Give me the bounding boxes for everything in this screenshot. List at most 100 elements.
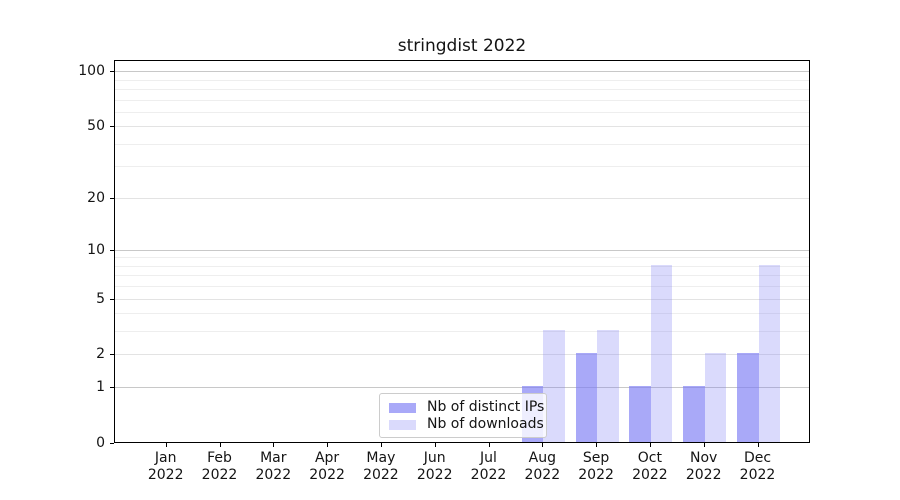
y-tick-label-2: 2 xyxy=(96,346,105,363)
minor-gridline-80 xyxy=(115,88,809,90)
x-tick-apr xyxy=(327,443,329,447)
legend-swatch-downloads xyxy=(389,419,416,430)
x-tick-dec xyxy=(757,443,759,447)
y-tick-label-100: 100 xyxy=(78,63,105,80)
year-label: 2022 xyxy=(578,467,614,483)
x-tick-label-feb: Feb 2022 xyxy=(188,450,252,484)
mid-gridline-2 xyxy=(115,354,809,356)
legend: Nb of distinct IPs Nb of downloads xyxy=(379,393,547,438)
bar-downloads-dec xyxy=(758,264,780,442)
major-gridline-1 xyxy=(115,387,809,389)
x-tick-may xyxy=(380,443,382,447)
bar-ips-dec xyxy=(737,353,759,442)
y-tick-2 xyxy=(110,354,114,356)
x-tick-label-jun: Jun 2022 xyxy=(403,450,467,484)
year-label: 2022 xyxy=(416,467,453,483)
minor-gridline-3 xyxy=(115,331,809,333)
x-tick-aug xyxy=(542,443,544,447)
x-tick-label-nov: Nov 2022 xyxy=(672,450,736,484)
month-label: Apr xyxy=(314,450,340,466)
legend-swatch-ips xyxy=(389,402,416,413)
x-tick-label-dec: Dec 2022 xyxy=(726,450,790,484)
bar-downloads-nov xyxy=(704,353,727,442)
chart-title: stringdist 2022 xyxy=(397,36,527,56)
y-tick-label-5: 5 xyxy=(96,290,105,307)
minor-gridline-30 xyxy=(115,166,809,168)
bar-ips-sep xyxy=(575,353,598,442)
x-tick-nov xyxy=(703,443,705,447)
bar-downloads-sep xyxy=(597,330,619,442)
plot-area: Nb of distinct IPs Nb of downloads xyxy=(114,60,810,443)
year-label: 2022 xyxy=(739,467,776,483)
y-tick-0 xyxy=(110,443,114,444)
x-tick-feb xyxy=(219,443,221,447)
y-tick-50 xyxy=(110,126,114,128)
month-label: Dec xyxy=(743,450,772,466)
bar-downloads-oct xyxy=(650,264,673,442)
x-tick-label-aug: Aug 2022 xyxy=(510,450,574,484)
year-label: 2022 xyxy=(363,467,399,483)
x-tick-mar xyxy=(273,443,275,447)
y-tick-label-10: 10 xyxy=(87,241,105,258)
x-tick-label-may: May 2022 xyxy=(349,450,413,484)
legend-item-downloads: Nb of downloads xyxy=(389,417,544,432)
bar-ips-oct xyxy=(629,386,651,442)
major-gridline-10 xyxy=(115,249,809,251)
year-label: 2022 xyxy=(685,467,722,483)
x-tick-oct xyxy=(649,443,651,447)
mid-gridline-50 xyxy=(115,126,809,128)
y-tick-20 xyxy=(110,197,114,199)
minor-gridline-60 xyxy=(115,111,809,113)
minor-gridline-70 xyxy=(115,99,809,101)
x-tick-label-oct: Oct 2022 xyxy=(618,450,682,484)
year-label: 2022 xyxy=(255,467,292,483)
x-tick-jan xyxy=(165,443,167,447)
major-gridline-100 xyxy=(115,71,809,73)
legend-label-ips: Nb of distinct IPs xyxy=(427,399,545,415)
month-label: Nov xyxy=(690,450,718,466)
legend-item-distinct-ips: Nb of distinct IPs xyxy=(389,400,544,415)
x-tick-label-apr: Apr 2022 xyxy=(295,450,359,484)
mid-gridline-5 xyxy=(115,298,809,300)
x-tick-sep xyxy=(596,443,598,447)
bar-ips-nov xyxy=(683,386,705,442)
minor-gridline-40 xyxy=(115,143,809,145)
month-label: Mar xyxy=(260,450,287,466)
y-tick-label-50: 50 xyxy=(87,118,105,135)
y-tick-label-20: 20 xyxy=(87,189,105,206)
y-tick-label-0: 0 xyxy=(96,435,105,451)
y-tick-5 xyxy=(110,298,114,300)
month-label: Jun xyxy=(423,450,446,466)
month-label: Aug xyxy=(528,450,556,466)
minor-gridline-4 xyxy=(115,313,809,315)
minor-gridline-9 xyxy=(115,257,809,259)
y-tick-10 xyxy=(110,249,114,251)
year-label: 2022 xyxy=(309,467,345,483)
minor-gridline-8 xyxy=(115,265,809,267)
month-label: Oct xyxy=(637,450,662,466)
month-label: May xyxy=(366,450,396,466)
x-tick-jun xyxy=(434,443,436,447)
year-label: 2022 xyxy=(201,467,238,483)
y-tick-1 xyxy=(110,387,114,389)
year-label: 2022 xyxy=(470,467,507,483)
y-tick-label-1: 1 xyxy=(96,379,105,396)
month-label: Jan xyxy=(154,450,177,466)
x-tick-jul xyxy=(488,443,490,447)
y-tick-100 xyxy=(110,71,114,73)
legend-label-downloads: Nb of downloads xyxy=(427,416,544,432)
x-tick-label-sep: Sep 2022 xyxy=(564,450,628,484)
month-label: Feb xyxy=(207,450,232,466)
year-label: 2022 xyxy=(632,467,668,483)
x-tick-label-mar: Mar 2022 xyxy=(241,450,305,484)
mid-gridline-20 xyxy=(115,197,809,199)
minor-gridline-90 xyxy=(115,79,809,81)
x-tick-label-jul: Jul 2022 xyxy=(457,450,521,484)
minor-gridline-7 xyxy=(115,275,809,277)
year-label: 2022 xyxy=(524,467,561,483)
year-label: 2022 xyxy=(147,467,184,483)
month-label: Jul xyxy=(480,450,497,466)
minor-gridline-6 xyxy=(115,286,809,288)
x-tick-label-jan: Jan 2022 xyxy=(134,450,198,484)
